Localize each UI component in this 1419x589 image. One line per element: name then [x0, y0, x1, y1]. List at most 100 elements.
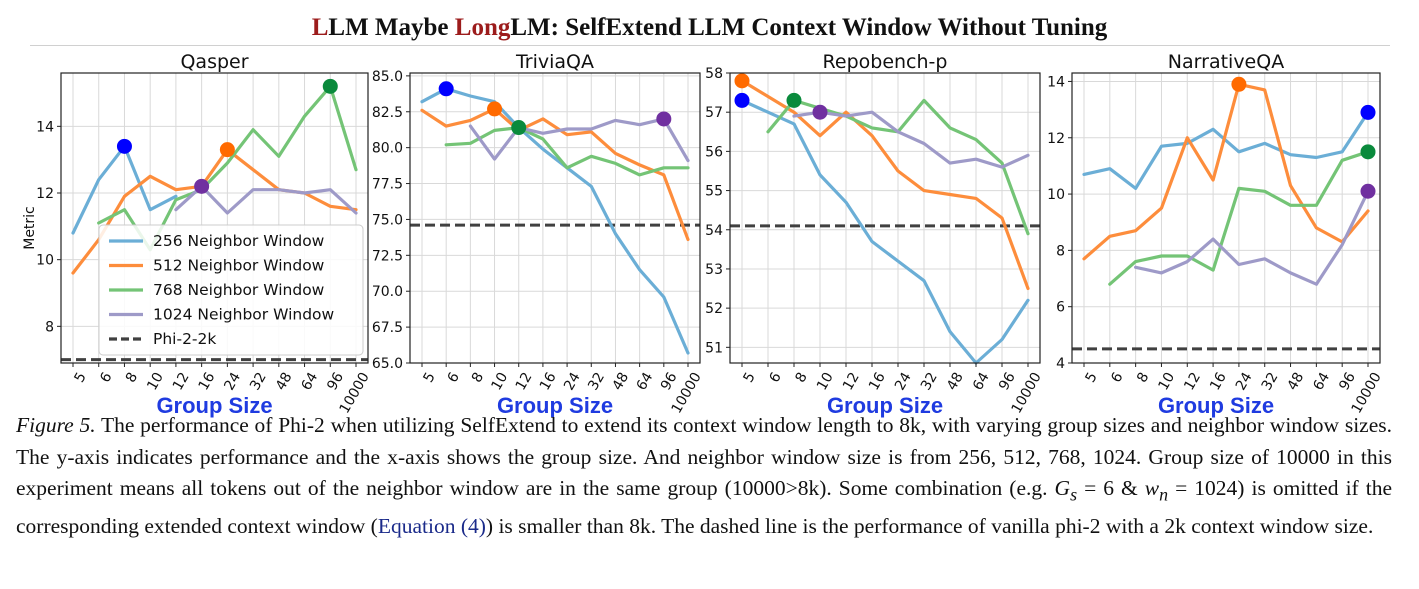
- x-tick-label: 12: [170, 370, 193, 393]
- x-axis-label: Group Size: [827, 393, 943, 418]
- x-axis-label: Group Size: [497, 393, 613, 418]
- series-line-2: [1082, 82, 1370, 261]
- y-tick-label: 8: [1056, 243, 1065, 259]
- x-tick-label: 8: [792, 370, 810, 386]
- y-tick-label: 70.0: [372, 284, 403, 300]
- series-line-4: [792, 110, 1030, 169]
- x-tick-label: 32: [585, 370, 608, 393]
- x-tick-label: 64: [634, 370, 657, 394]
- x-tick-label: 10: [1155, 370, 1178, 393]
- best-point-dot-2: [487, 101, 503, 117]
- y-tick-label: 52: [705, 301, 723, 317]
- x-tick-label: 24: [561, 370, 584, 394]
- x-tick-label: 16: [1207, 370, 1230, 394]
- best-point-dot-3: [511, 120, 527, 136]
- best-point-dot-2: [734, 73, 750, 89]
- x-tick-label: 48: [1285, 370, 1308, 393]
- best-point-dot-1: [116, 138, 132, 154]
- caption-gs: G: [1054, 476, 1071, 500]
- best-point-dot-4: [1360, 183, 1376, 199]
- plot-frame: [60, 72, 369, 364]
- y-tick-label: 6: [1056, 300, 1065, 316]
- x-tick-label: 24: [221, 370, 244, 394]
- caption-mid: = 6 &: [1077, 476, 1145, 500]
- y-tick-label: 51: [705, 340, 723, 356]
- best-point-dot-4: [656, 111, 672, 127]
- x-tick-label: 32: [918, 370, 941, 393]
- legend-label: Phi-2-2k: [153, 330, 216, 348]
- series-line-4: [1134, 189, 1370, 286]
- y-tick-label: 77.5: [372, 177, 403, 193]
- x-tick-label: 10: [144, 370, 167, 393]
- y-axis-label: Metric: [22, 206, 38, 250]
- x-tick-label: 12: [840, 370, 863, 393]
- y-tick-label: 14: [1047, 74, 1065, 90]
- y-tick-label: 72.5: [372, 248, 403, 264]
- legend-label: 512 Neighbor Window: [153, 257, 325, 275]
- chart-title: TriviaQA: [515, 51, 594, 73]
- chart-title: NarrativeQA: [1168, 51, 1284, 73]
- x-tick-label: 96: [324, 370, 347, 394]
- x-tick-label: 96: [658, 370, 681, 394]
- x-tick-label: 16: [866, 370, 889, 394]
- caption-equation-link[interactable]: Equation (4): [377, 513, 486, 538]
- y-tick-label: 58: [705, 66, 723, 82]
- y-tick-label: 12: [1047, 131, 1065, 147]
- legend-label: 768 Neighbor Window: [153, 281, 325, 299]
- x-tick-label: 24: [892, 370, 915, 394]
- series-line-2: [71, 148, 358, 275]
- x-tick-label: 32: [1259, 370, 1282, 393]
- y-tick-label: 10: [36, 253, 54, 269]
- x-tick-label: 96: [996, 370, 1019, 394]
- plot-frame: [1071, 72, 1381, 364]
- caption-wn-sub: n: [1159, 484, 1169, 505]
- caption-text-3: ) is smaller than 8k. The dashed line is…: [485, 513, 1374, 538]
- x-tick-label: 8: [123, 370, 141, 386]
- legend-label: 256 Neighbor Window: [153, 232, 325, 250]
- y-tick-label: 54: [705, 223, 723, 239]
- x-tick-label: 8: [469, 370, 487, 386]
- plot-frame: [409, 72, 701, 364]
- series-line-4: [468, 117, 690, 163]
- x-tick-label: 64: [970, 370, 993, 394]
- series-line-2: [740, 79, 1030, 291]
- y-tick-label: 12: [36, 186, 54, 202]
- plot-frame: [729, 72, 1041, 364]
- series-line-2: [420, 107, 690, 242]
- legend-box: [98, 224, 364, 356]
- caption-wn: w: [1144, 476, 1160, 500]
- x-tick-label: 12: [1181, 370, 1204, 393]
- chart-title: Qasper: [180, 51, 248, 73]
- y-tick-label: 14: [36, 119, 54, 135]
- series-line-1: [420, 87, 690, 355]
- series-line-3: [1108, 150, 1370, 286]
- x-tick-label: 5: [420, 370, 438, 386]
- x-tick-label: 6: [1108, 370, 1126, 386]
- y-tick-label: 4: [1056, 356, 1065, 372]
- x-tick-label: 24: [1233, 370, 1256, 394]
- x-axis-label: Group Size: [1158, 393, 1274, 418]
- x-tick-label: 8: [1134, 370, 1152, 386]
- best-point-dot-2: [1231, 76, 1247, 92]
- y-tick-label: 85.0: [372, 69, 403, 85]
- y-tick-label: 80.0: [372, 141, 403, 157]
- y-tick-label: 55: [705, 184, 723, 200]
- best-point-dot-3: [786, 92, 802, 108]
- y-tick-label: 53: [705, 262, 723, 278]
- best-point-dot-2: [219, 142, 235, 158]
- x-tick-label: 16: [196, 370, 219, 394]
- y-tick-label: 8: [45, 319, 54, 335]
- best-point-dot-4: [194, 178, 210, 194]
- x-tick-label: 48: [273, 370, 296, 393]
- x-tick-label: 64: [299, 370, 322, 394]
- legend-label: 1024 Neighbor Window: [153, 306, 335, 324]
- x-tick-label: 6: [445, 370, 463, 386]
- header-divider: [30, 45, 1390, 46]
- x-tick-label: 5: [740, 370, 758, 386]
- x-tick-label: 10: [814, 370, 837, 393]
- x-tick-label: 6: [766, 370, 784, 386]
- x-tick-label: 6: [97, 370, 115, 386]
